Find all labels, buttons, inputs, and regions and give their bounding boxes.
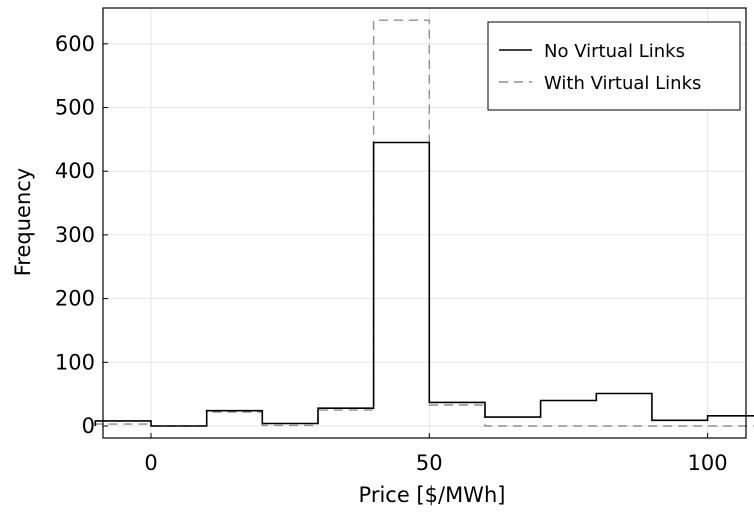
histogram-bin-no-virtual-links: [596, 394, 652, 426]
plot-frame: [102, 7, 747, 439]
x-tick-label: 100: [688, 451, 728, 475]
histogram-bin-no-virtual-links: [485, 417, 541, 426]
axis-ticks: 0501001502000100200300400500600: [55, 32, 728, 475]
x-axis-title: Price [$/MWh]: [359, 483, 506, 507]
legend-label-no-virtual-links: No Virtual Links: [544, 41, 685, 62]
series-outline-no-virtual-links: [94, 141, 754, 427]
series-no-virtual-links: [94, 141, 754, 427]
y-tick-label: 200: [55, 287, 95, 311]
legend: No Virtual Links With Virtual Links: [487, 21, 741, 111]
y-tick-label: 100: [55, 350, 95, 374]
y-tick-label: 0: [82, 414, 95, 438]
legend-box: [487, 21, 741, 111]
y-tick-label: 600: [55, 32, 95, 56]
series-outline-with-virtual-links: [94, 19, 754, 427]
y-tick-label: 500: [55, 96, 95, 120]
y-tick-label: 300: [55, 223, 95, 247]
histogram-bin-no-virtual-links: [374, 143, 430, 426]
y-axis-title: Frequency: [11, 168, 35, 277]
histogram-bin-no-virtual-links: [95, 421, 151, 426]
series-with-virtual-links: [94, 19, 754, 427]
histogram-bin-no-virtual-links: [541, 401, 597, 426]
series-layer: [94, 19, 754, 427]
histogram-bin-no-virtual-links: [429, 402, 485, 426]
histogram-bin-no-virtual-links: [708, 416, 754, 426]
histogram-bin-no-virtual-links: [262, 423, 318, 426]
x-tick-label: 0: [144, 451, 157, 475]
histogram-bin-no-virtual-links: [207, 411, 263, 426]
histogram-bin-no-virtual-links: [652, 420, 708, 426]
histogram-bin-no-virtual-links: [318, 408, 374, 426]
y-tick-label: 400: [55, 159, 95, 183]
legend-label-with-virtual-links: With Virtual Links: [544, 73, 701, 94]
x-tick-label: 50: [416, 451, 443, 475]
